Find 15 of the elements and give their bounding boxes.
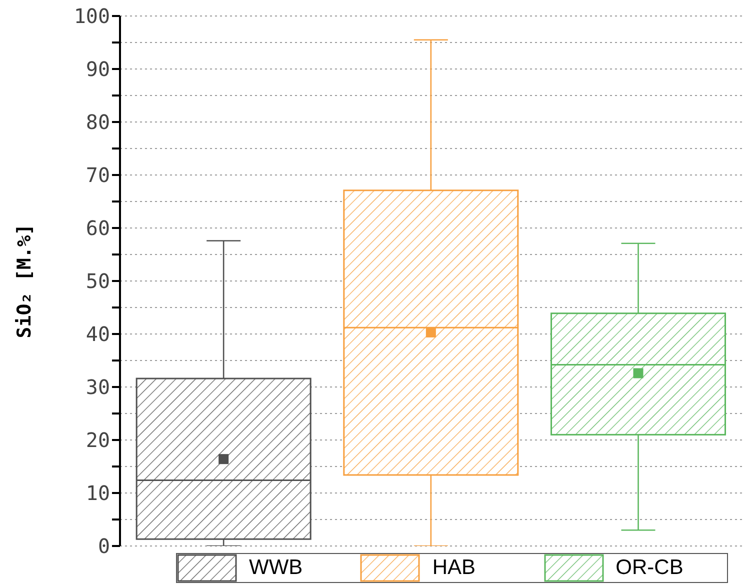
y-tick-label: 70 (86, 163, 110, 188)
legend-label: WWB (249, 556, 303, 580)
y-tick-label: 90 (86, 57, 110, 82)
y-tick-label: 60 (86, 216, 110, 240)
legend-label: HAB (432, 556, 476, 580)
y-tick-label: 100 (74, 4, 110, 28)
legend-label: OR-CB (616, 556, 684, 580)
y-axis-title: SiO₂ [M.%] (14, 224, 36, 338)
y-tick-label: 10 (86, 481, 110, 506)
y-tick-label: 50 (86, 269, 110, 294)
y-tick-label: 30 (86, 375, 110, 400)
y-tick-label: 0 (98, 534, 110, 558)
y-tick-label: 40 (86, 322, 110, 346)
y-tick-label: 20 (86, 428, 110, 452)
y-tick-label: 80 (86, 110, 110, 134)
